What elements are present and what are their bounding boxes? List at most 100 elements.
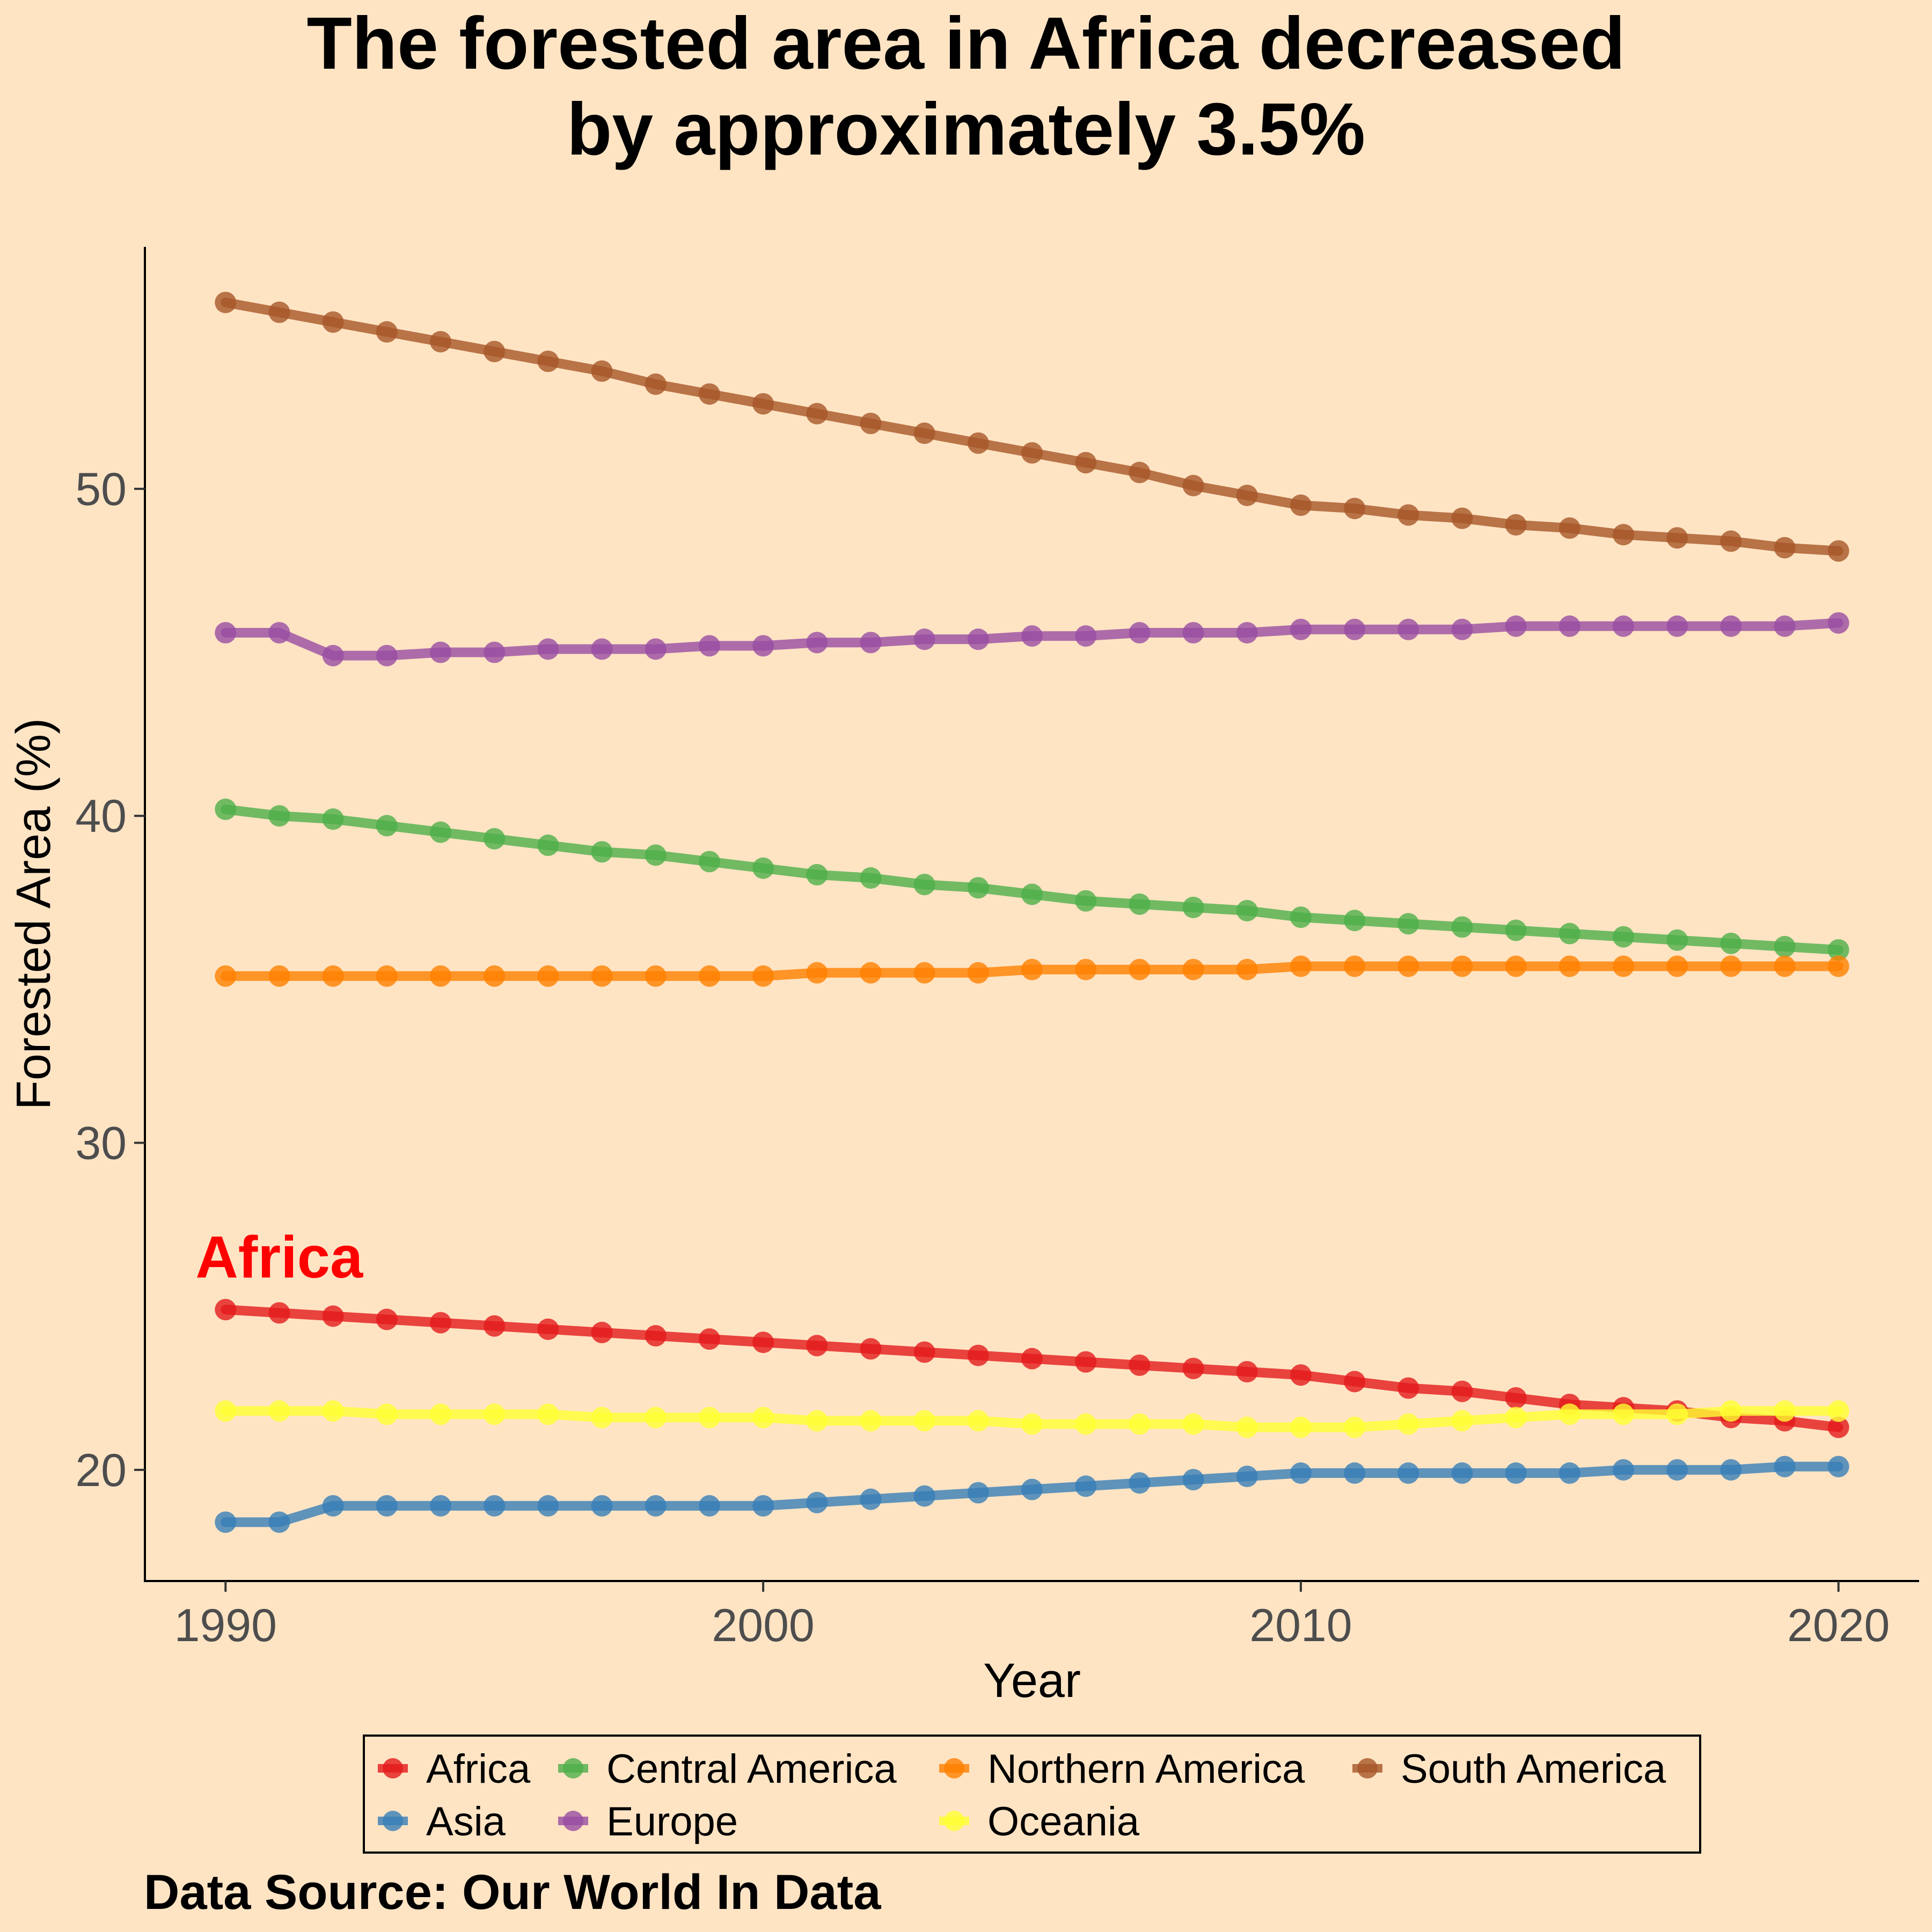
point-europe-2010	[1290, 618, 1312, 640]
point-south-america-2004	[967, 432, 989, 454]
point-europe-2002	[860, 632, 882, 654]
point-oceania-2008	[1182, 1413, 1204, 1435]
point-oceania-2017	[1666, 1403, 1688, 1425]
legend-key-dot-europe	[563, 1811, 583, 1831]
point-northern-america-2001	[806, 962, 828, 984]
x-tick-label-2010: 2010	[1249, 1600, 1352, 1651]
point-oceania-2019	[1774, 1400, 1796, 1422]
point-south-america-2008	[1182, 474, 1204, 496]
point-south-america-2010	[1290, 494, 1312, 516]
point-northern-america-2013	[1451, 955, 1473, 977]
point-northern-america-2011	[1344, 955, 1366, 977]
point-northern-america-2020	[1827, 955, 1849, 977]
point-africa-1998	[645, 1325, 667, 1347]
point-oceania-1990	[215, 1400, 237, 1422]
point-south-america-1999	[698, 383, 720, 405]
axes	[144, 247, 1919, 1582]
point-europe-2008	[1182, 621, 1204, 643]
point-south-america-1998	[645, 373, 667, 395]
point-central-america-2001	[806, 863, 828, 885]
point-northern-america-2008	[1182, 958, 1204, 980]
point-central-america-2017	[1666, 929, 1688, 951]
point-northern-america-2017	[1666, 955, 1688, 977]
point-south-america-1995	[484, 340, 506, 362]
point-northern-america-2000	[752, 965, 774, 987]
point-europe-2005	[1021, 625, 1043, 647]
point-central-america-1997	[591, 841, 613, 863]
legend-box	[363, 1735, 1701, 1854]
point-europe-2012	[1397, 618, 1419, 640]
point-central-america-2016	[1613, 926, 1634, 948]
point-south-america-1991	[268, 301, 290, 323]
point-south-america-1990	[215, 291, 237, 313]
legend: Africa Central America Northern America Sou…	[363, 1735, 1701, 1854]
point-europe-2020	[1827, 612, 1849, 634]
legend-label-europe: Europe	[606, 1799, 738, 1845]
point-asia-2014	[1505, 1462, 1527, 1484]
point-asia-2018	[1720, 1459, 1742, 1481]
point-europe-2019	[1774, 615, 1796, 637]
point-northern-america-1995	[484, 965, 506, 987]
point-oceania-2018	[1720, 1400, 1742, 1422]
point-europe-2004	[967, 628, 989, 650]
point-oceania-1996	[537, 1403, 559, 1425]
legend-label-africa: Africa	[426, 1746, 531, 1792]
point-europe-1996	[537, 638, 559, 660]
point-oceania-1993	[376, 1403, 398, 1425]
point-asia-2013	[1451, 1462, 1473, 1484]
point-south-america-2018	[1720, 530, 1742, 552]
y-tick-label-40: 40	[75, 791, 127, 842]
point-africa-1990	[215, 1299, 237, 1321]
point-europe-1993	[376, 645, 398, 667]
legend-label-south-america: South America	[1401, 1746, 1666, 1792]
point-europe-2011	[1344, 618, 1366, 640]
chart-title-line-1: The forested area in Africa decreased	[307, 2, 1626, 85]
series-layer	[215, 291, 1849, 1533]
series-central-america	[215, 799, 1849, 961]
point-south-america-2020	[1827, 540, 1849, 562]
series-europe	[215, 612, 1849, 667]
point-central-america-2013	[1451, 916, 1473, 938]
point-africa-2014	[1505, 1387, 1527, 1409]
point-asia-2016	[1613, 1459, 1634, 1481]
point-asia-2007	[1129, 1472, 1151, 1494]
point-africa-1999	[698, 1328, 720, 1350]
point-europe-1992	[322, 645, 344, 667]
point-central-america-2014	[1505, 919, 1527, 941]
point-europe-2000	[752, 635, 774, 657]
point-central-america-2007	[1129, 893, 1151, 915]
point-central-america-1998	[645, 844, 667, 866]
point-central-america-2010	[1290, 906, 1312, 928]
point-northern-america-1992	[322, 965, 344, 987]
point-northern-america-2007	[1129, 958, 1151, 980]
point-northern-america-1993	[376, 965, 398, 987]
point-northern-america-2018	[1720, 955, 1742, 977]
legend-key-dot-northern-america	[944, 1758, 964, 1779]
point-central-america-2011	[1344, 910, 1366, 932]
point-oceania-1991	[268, 1400, 290, 1422]
point-northern-america-1994	[430, 965, 451, 987]
legend-label-central-america: Central America	[606, 1746, 897, 1792]
y-ticks: 20 30 40 50	[75, 464, 145, 1496]
point-europe-2017	[1666, 615, 1688, 637]
point-central-america-2019	[1774, 935, 1796, 957]
point-central-america-1999	[698, 851, 720, 873]
legend-key-dot-south-america	[1357, 1758, 1378, 1779]
point-africa-2007	[1129, 1354, 1151, 1376]
point-northern-america-2006	[1075, 958, 1097, 980]
point-central-america-1995	[484, 828, 506, 850]
point-central-america-2006	[1075, 890, 1097, 912]
point-south-america-1993	[376, 321, 398, 343]
point-asia-2017	[1666, 1459, 1688, 1481]
point-europe-1994	[430, 641, 451, 663]
x-tick-label-2000: 2000	[712, 1600, 814, 1651]
point-south-america-2007	[1129, 462, 1151, 484]
series-asia	[215, 1455, 1849, 1533]
y-tick-label-50: 50	[75, 464, 127, 515]
point-south-america-2006	[1075, 452, 1097, 474]
point-africa-1992	[322, 1305, 344, 1327]
series-line-central-america	[221, 804, 1843, 955]
point-asia-1992	[322, 1495, 344, 1517]
point-europe-2009	[1236, 621, 1258, 643]
